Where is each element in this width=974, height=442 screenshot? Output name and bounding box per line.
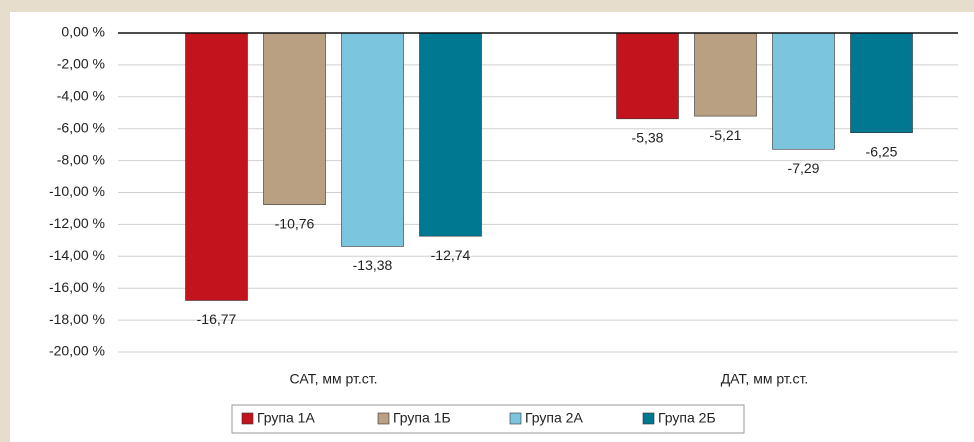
data-label: -10,76 [275, 215, 315, 231]
y-tick-label: -18,00 % [49, 311, 105, 327]
y-tick-label: -6,00 % [57, 119, 105, 135]
bar [694, 32, 757, 117]
y-tick-label: -4,00 % [57, 88, 105, 104]
x-tick-label: ДАТ, мм рт.ст. [721, 371, 809, 387]
legend-swatch [509, 412, 522, 425]
y-tick-label: 0,00 % [61, 24, 105, 40]
y-tick-label: -14,00 % [49, 247, 105, 263]
legend-label: Група 1Б [393, 410, 451, 426]
bar [772, 32, 835, 150]
legend-swatch [241, 412, 254, 425]
legend-label: Група 1А [257, 410, 315, 426]
data-label: -12,74 [431, 247, 471, 263]
data-label: -5,21 [710, 127, 742, 143]
legend-swatch [377, 412, 390, 425]
bar [263, 32, 326, 205]
data-label: -5,38 [632, 130, 664, 146]
data-label: -6,25 [866, 143, 898, 159]
legend-label: Група 2А [525, 410, 583, 426]
data-label: -16,77 [197, 311, 237, 327]
legend-label: Група 2Б [658, 410, 716, 426]
y-tick-label: -20,00 % [49, 343, 105, 359]
bar [616, 32, 679, 120]
bar [419, 32, 482, 237]
data-label: -7,29 [788, 160, 820, 176]
y-tick-label: -12,00 % [49, 215, 105, 231]
data-label: -13,38 [353, 257, 393, 273]
x-tick-label: САТ, мм рт.ст. [290, 371, 378, 387]
y-tick-label: -8,00 % [57, 151, 105, 167]
legend-swatch [642, 412, 655, 425]
y-tick-label: -2,00 % [57, 56, 105, 72]
y-tick-label: -16,00 % [49, 279, 105, 295]
legend-box [231, 404, 745, 434]
y-tick-label: -10,00 % [49, 183, 105, 199]
bar [341, 32, 404, 247]
bar [850, 32, 913, 133]
bar [185, 32, 248, 301]
